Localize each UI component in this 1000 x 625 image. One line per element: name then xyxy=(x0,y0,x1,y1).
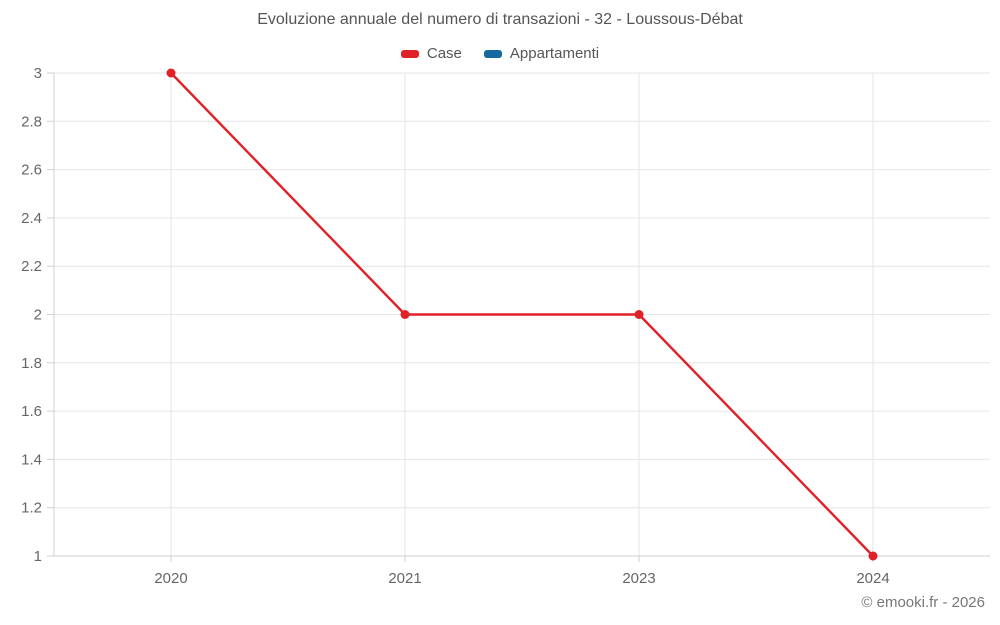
chart-title: Evoluzione annuale del numero di transaz… xyxy=(257,11,743,28)
legend-swatch-icon xyxy=(483,49,502,58)
x-axis-label: 2020 xyxy=(154,570,187,587)
y-axis-label: 2.4 xyxy=(21,210,42,227)
y-axis-label: 2.8 xyxy=(21,113,42,130)
y-axis-label: 2.6 xyxy=(21,162,42,179)
y-axis-label: 1.6 xyxy=(21,403,42,420)
legend-item[interactable]: Appartamenti xyxy=(483,45,600,62)
data-point[interactable] xyxy=(400,310,410,319)
y-axis-label: 1.2 xyxy=(21,500,42,517)
legend-swatch-icon xyxy=(400,49,419,58)
y-axis-label: 1.4 xyxy=(21,451,42,468)
y-axis-label: 3 xyxy=(34,65,42,82)
data-point[interactable] xyxy=(166,68,176,78)
legend-item[interactable]: Case xyxy=(400,45,462,62)
y-axis-label: 2 xyxy=(34,307,42,324)
data-point[interactable] xyxy=(634,310,644,319)
legend: Case Appartamenti xyxy=(0,45,1000,62)
series-line xyxy=(170,72,874,557)
x-axis-label: 2023 xyxy=(622,570,655,587)
y-axis-label: 1.8 xyxy=(21,355,42,372)
x-axis-label: 2021 xyxy=(388,570,421,587)
y-axis-label: 2.2 xyxy=(21,258,42,275)
legend-label: Appartamenti xyxy=(509,45,600,62)
x-axis-label: 2024 xyxy=(856,570,889,587)
footer-credit: © emooki.fr - 2026 xyxy=(861,594,985,611)
legend-label: Case xyxy=(426,45,462,62)
data-point[interactable] xyxy=(868,551,878,561)
y-axis-label: 1 xyxy=(34,548,42,565)
